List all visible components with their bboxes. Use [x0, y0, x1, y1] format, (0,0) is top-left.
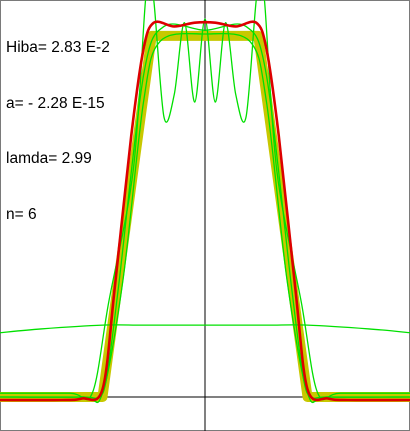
error-readout: Hiba= 2.83 E-2: [6, 39, 110, 58]
parameter-readout: Hiba= 2.83 E-2 a= - 2.28 E-15 lamda= 2.9…: [6, 2, 110, 243]
lambda-readout: lamda= 2.99: [6, 150, 110, 169]
n-readout: n= 6: [6, 206, 110, 225]
a-readout: a= - 2.28 E-15: [6, 95, 110, 114]
